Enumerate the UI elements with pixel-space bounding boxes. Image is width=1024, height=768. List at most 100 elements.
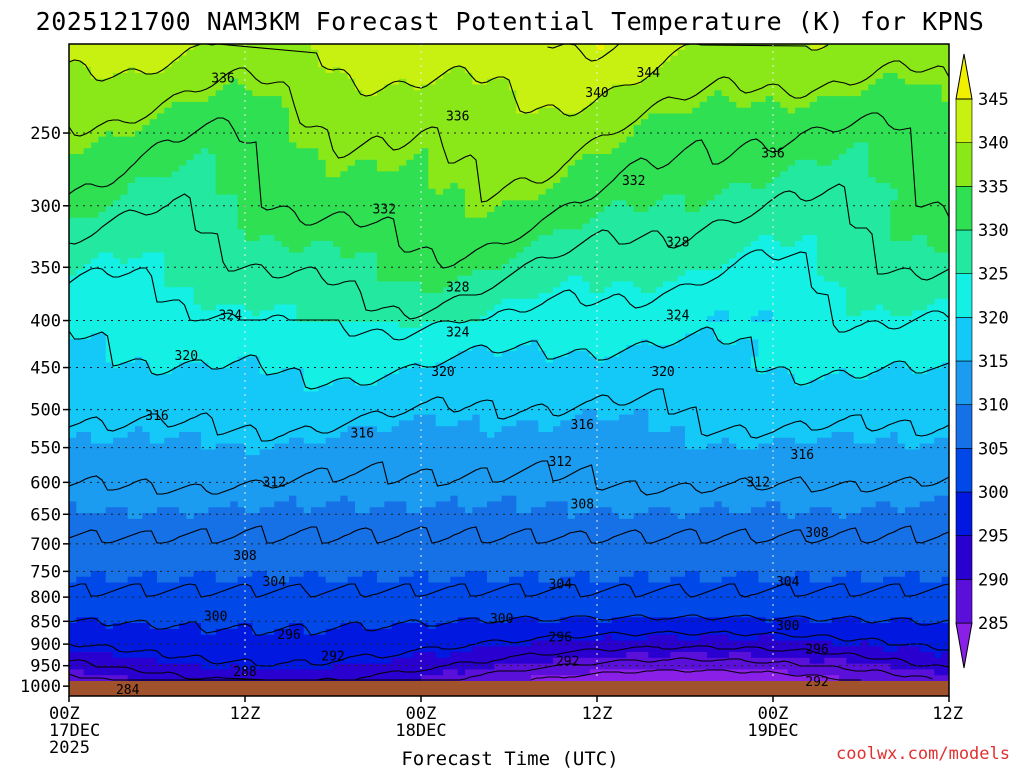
field-cell <box>817 78 825 86</box>
field-cell <box>245 211 253 219</box>
field-cell <box>890 113 899 120</box>
field-cell <box>428 107 437 115</box>
field-cell <box>780 235 789 242</box>
field-cell <box>355 113 363 120</box>
field-cell <box>736 235 745 242</box>
field-cell <box>399 223 407 230</box>
field-cell <box>274 194 283 201</box>
field-cell <box>765 90 774 97</box>
field-cell <box>875 101 884 109</box>
field-cell <box>142 96 151 103</box>
field-cell <box>839 165 847 172</box>
field-cell <box>457 55 466 62</box>
field-cell <box>611 235 620 242</box>
field-cell <box>369 96 378 103</box>
field-cell <box>91 72 99 80</box>
field-cell <box>347 55 356 62</box>
field-cell <box>369 275 378 283</box>
field-cell <box>450 130 459 138</box>
field-cell <box>692 188 701 196</box>
field-cell <box>157 136 165 144</box>
field-cell <box>575 188 583 196</box>
field-cell <box>560 264 569 271</box>
field-cell <box>736 269 745 277</box>
field-cell <box>545 194 554 201</box>
field-cell <box>340 194 349 201</box>
field-cell <box>252 159 261 167</box>
field-cell <box>179 223 187 230</box>
field-cell <box>553 223 561 230</box>
field-cell <box>267 275 275 283</box>
field-cell <box>817 55 825 62</box>
field-cell <box>677 154 686 161</box>
field-cell <box>289 78 297 86</box>
field-cell <box>435 240 444 248</box>
field-cell <box>912 78 921 86</box>
field-cell <box>641 240 649 248</box>
field-cell <box>127 171 136 178</box>
field-cell <box>890 136 899 144</box>
field-cell <box>457 44 466 51</box>
field-cell <box>76 194 85 201</box>
field-cell <box>164 223 173 230</box>
field-cell <box>333 275 341 283</box>
field-cell <box>919 154 928 161</box>
field-cell <box>259 61 268 68</box>
field-cell <box>164 142 173 149</box>
field-cell <box>531 136 539 144</box>
field-cell <box>487 119 495 126</box>
field-cell <box>435 101 444 109</box>
field-cell <box>274 171 283 178</box>
field-cell <box>692 107 701 115</box>
field-cell <box>714 171 723 178</box>
field-cell <box>831 258 840 265</box>
field-cell <box>758 211 767 219</box>
field-cell <box>751 72 759 80</box>
field-cell <box>377 229 385 236</box>
field-cell <box>311 84 319 91</box>
field-cell <box>494 200 503 207</box>
field-cell <box>758 275 767 283</box>
field-cell <box>76 217 85 225</box>
field-cell <box>113 159 121 167</box>
field-cell <box>384 55 393 62</box>
field-cell <box>795 125 803 132</box>
field-cell <box>98 72 107 80</box>
field-cell <box>215 125 224 132</box>
field-cell <box>626 101 635 109</box>
field-cell <box>252 258 261 265</box>
field-cell <box>208 275 217 283</box>
field-cell <box>450 229 459 236</box>
field-cell <box>553 246 561 254</box>
field-cell <box>157 142 165 149</box>
field-cell <box>450 113 459 120</box>
field-cell <box>890 223 899 230</box>
field-cell <box>575 211 583 219</box>
field-cell <box>875 177 884 184</box>
field-cell <box>802 90 811 97</box>
field-cell <box>135 136 143 144</box>
field-cell <box>171 217 180 225</box>
field-cell <box>509 264 517 271</box>
field-cell <box>494 90 503 97</box>
field-cell <box>824 252 833 259</box>
field-cell <box>523 188 532 196</box>
field-cell <box>545 188 554 196</box>
field-cell <box>927 182 935 190</box>
field-cell <box>76 113 85 120</box>
field-cell <box>421 55 429 62</box>
field-cell <box>428 281 437 288</box>
field-cell <box>76 84 85 91</box>
field-cell <box>773 217 781 225</box>
field-cell <box>245 258 253 265</box>
field-cell <box>648 101 657 109</box>
field-cell <box>853 136 862 144</box>
field-cell <box>912 119 921 126</box>
field-cell <box>443 125 451 132</box>
field-cell <box>846 223 855 230</box>
field-cell <box>758 125 767 132</box>
field-cell <box>509 240 517 248</box>
field-cell <box>853 275 862 283</box>
field-cell <box>259 90 268 97</box>
field-cell <box>560 240 569 248</box>
